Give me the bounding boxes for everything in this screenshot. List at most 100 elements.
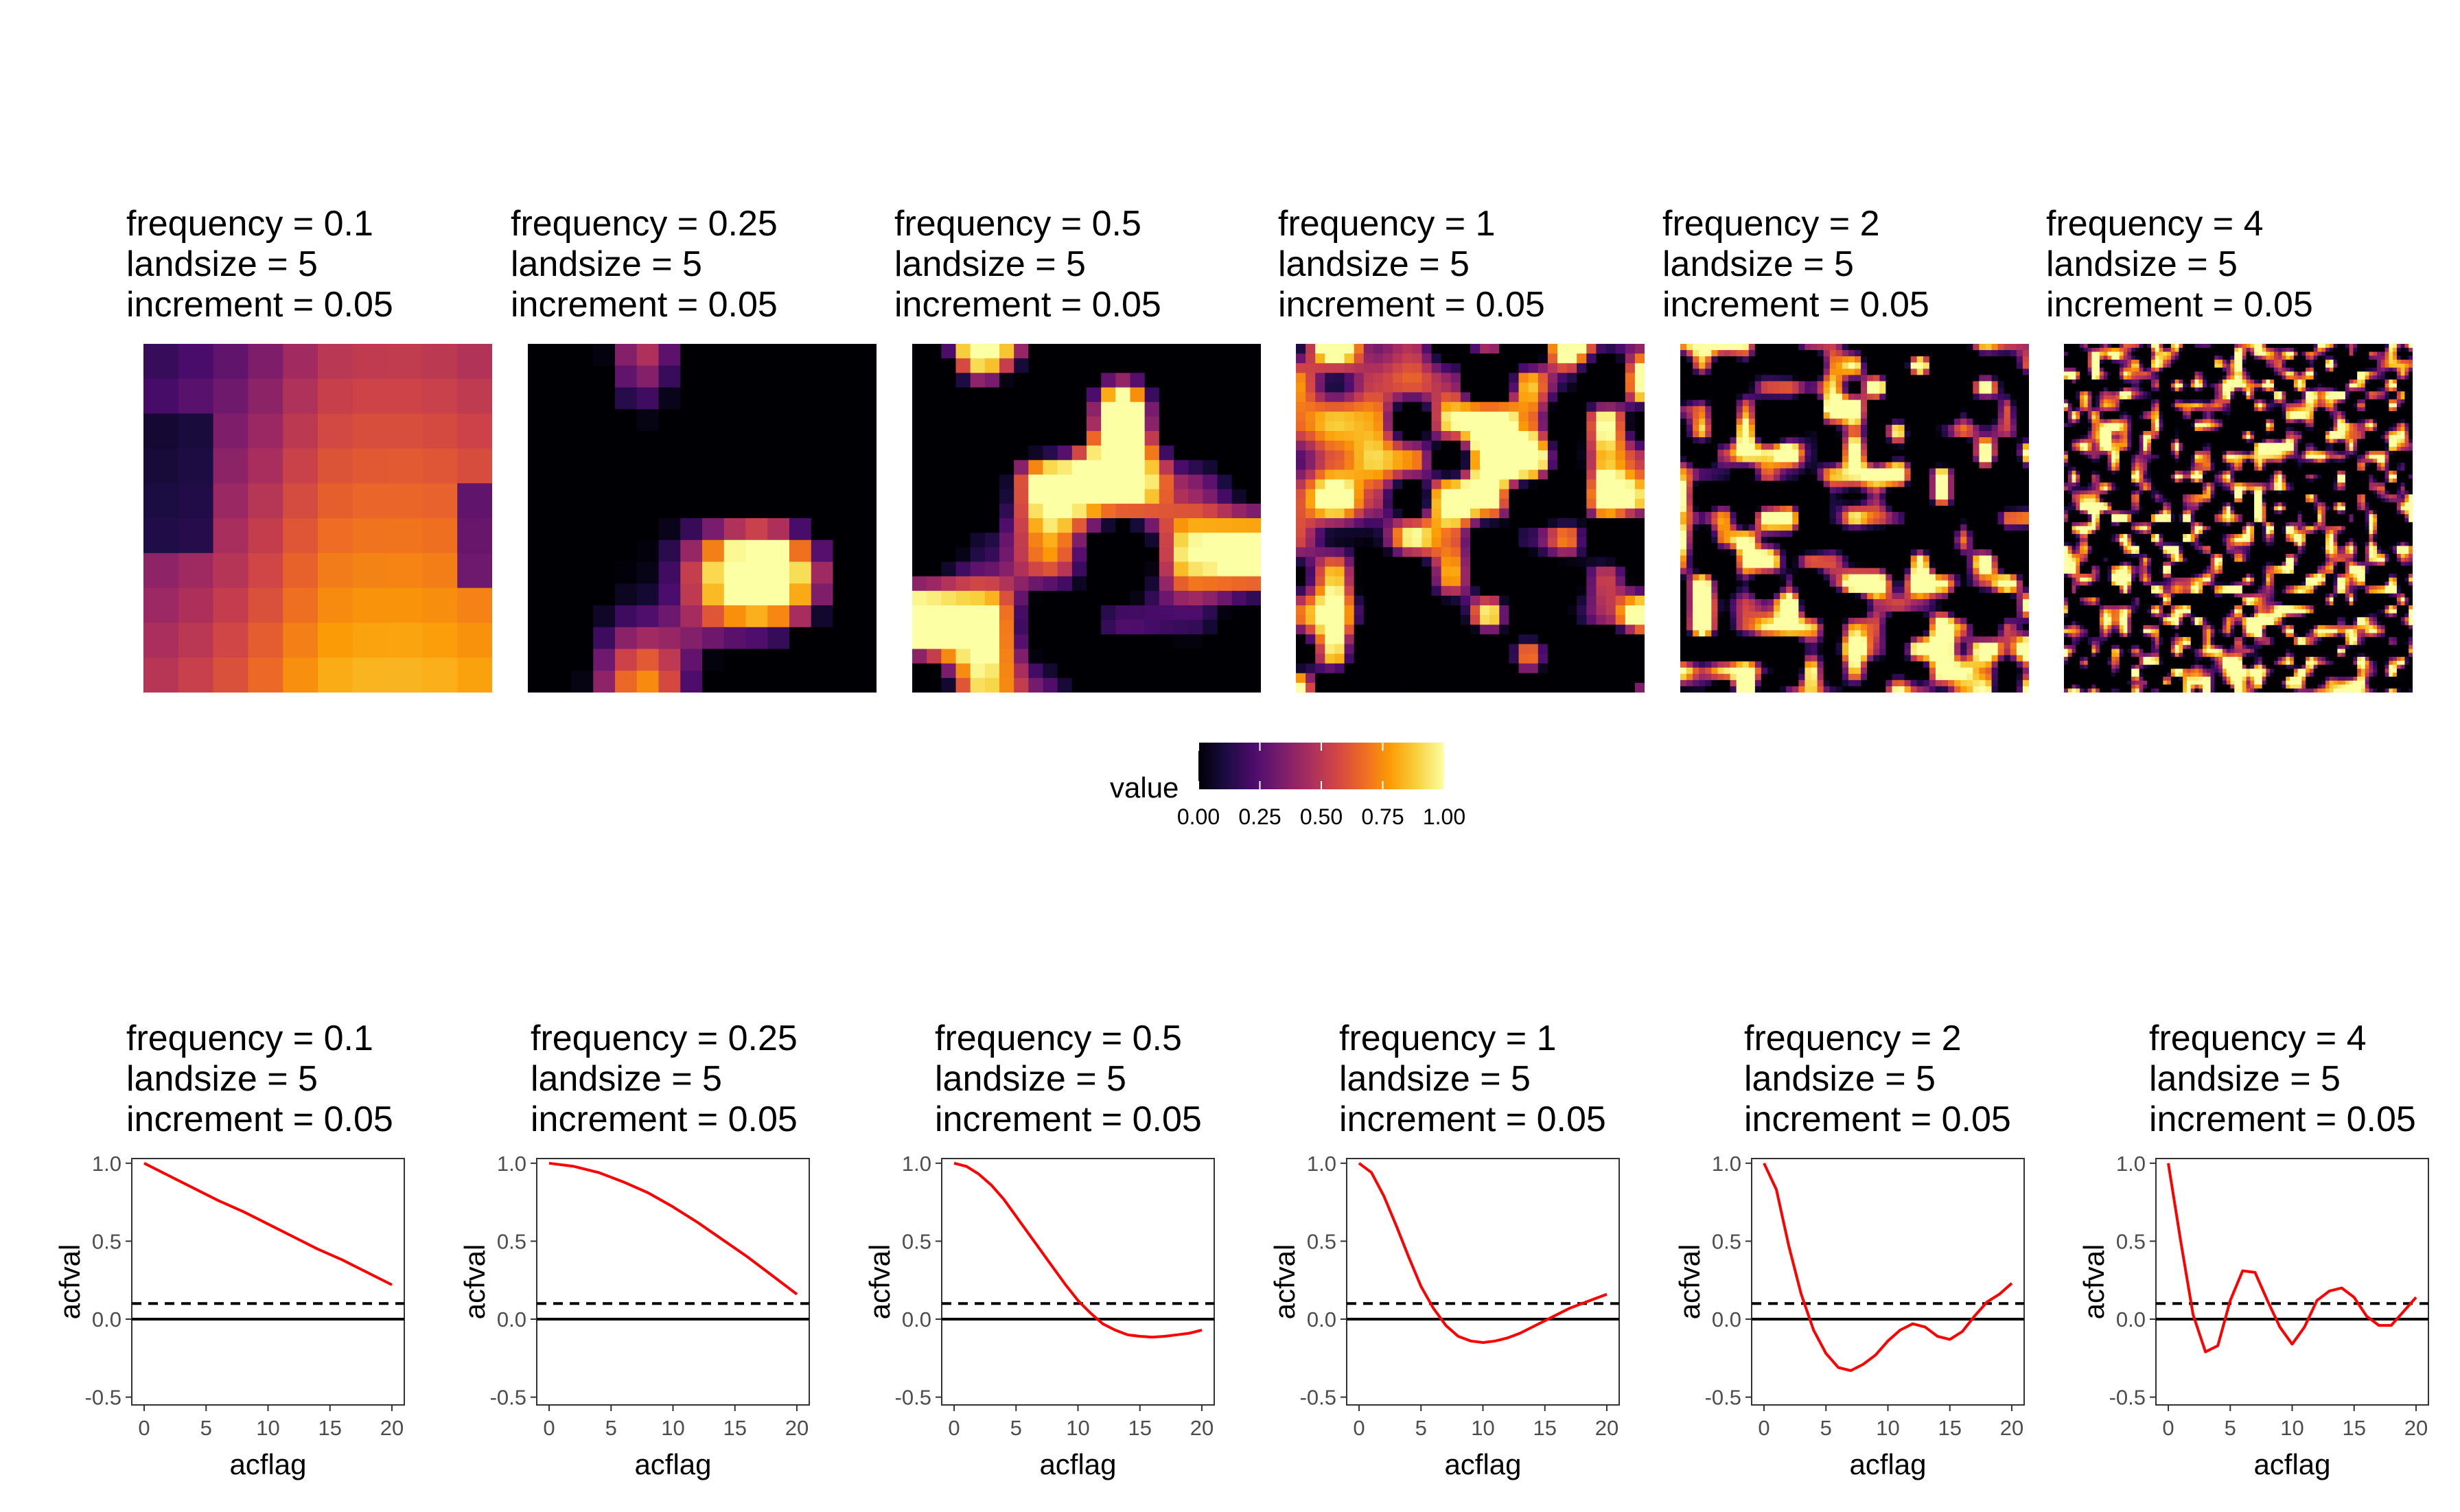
heatmap-cell: [636, 474, 660, 497]
heatmap-cell: [1879, 580, 1886, 588]
heatmap-cell: [1306, 682, 1316, 693]
heatmap-cell: [1786, 543, 1793, 550]
heatmap-cell: [1817, 555, 1824, 563]
heatmap-cell: [912, 387, 927, 403]
heatmap-cell: [1817, 630, 1824, 637]
heatmap-cell: [1625, 585, 1636, 596]
heatmap-cell: [457, 448, 492, 484]
heatmap-cell: [1567, 479, 1577, 490]
heatmap-cell: [1885, 605, 1893, 612]
heatmap-cell: [1577, 508, 1587, 519]
heatmap-cell: [1935, 369, 1942, 375]
heatmap-cell: [1823, 618, 1831, 625]
heatmap-cell: [1910, 424, 1918, 432]
heatmap-cell: [1087, 533, 1102, 548]
heatmap-cell: [1935, 543, 1942, 550]
heatmap-cell: [1823, 480, 1831, 488]
heatmap-cell: [1829, 350, 1837, 357]
panel-title-line: frequency = 1: [1278, 204, 1496, 244]
heatmap-cell: [1780, 605, 1787, 612]
heatmap-cell: [1071, 431, 1087, 446]
heatmap-cell: [1014, 460, 1029, 476]
heatmap-cell: [1596, 682, 1607, 693]
heatmap-cell: [1717, 369, 1725, 375]
heatmap-cell: [1431, 489, 1442, 500]
heatmap-cell: [1174, 431, 1189, 446]
heatmap-cell: [1231, 445, 1247, 461]
heatmap-cell: [1412, 353, 1423, 364]
heatmap-cell: [1296, 576, 1306, 587]
heatmap-cell: [1450, 344, 1461, 354]
heatmap-cell: [1306, 392, 1316, 403]
heatmap-cell: [1306, 537, 1316, 548]
heatmap-cell: [1855, 375, 1861, 382]
heatmap-cell: [811, 518, 834, 541]
heatmap-cell: [2022, 493, 2029, 500]
heatmap-cell: [1780, 561, 1787, 569]
heatmap-cell: [1717, 362, 1725, 369]
heatmap-cell: [2022, 630, 2029, 637]
heatmap-cell: [1724, 605, 1731, 612]
heatmap-cell: [1315, 625, 1325, 635]
heatmap-cell: [1315, 566, 1325, 577]
heatmap-cell: [999, 590, 1014, 606]
heatmap-cell: [1823, 612, 1831, 618]
heatmap-cell: [1835, 624, 1843, 631]
heatmap-cell: [1792, 511, 1799, 519]
heatmap-cell: [1470, 634, 1481, 645]
heatmap-cell: [1480, 373, 1490, 384]
heatmap-cell: [1705, 480, 1712, 488]
heatmap-cell: [1577, 585, 1587, 596]
heatmap-cell: [352, 344, 388, 380]
heatmap-cell: [283, 413, 318, 449]
heatmap-cell: [1742, 418, 1750, 426]
heatmap-cell: [789, 409, 812, 432]
heatmap-cell: [1705, 592, 1712, 600]
heatmap-cell: [1754, 499, 1762, 507]
heatmap-cell: [1354, 585, 1365, 596]
heatmap-cell: [1711, 505, 1719, 513]
heatmap-cell: [1979, 568, 1986, 575]
heatmap-cell: [1431, 528, 1442, 538]
heatmap-cell: [1528, 411, 1539, 422]
heatmap-cell: [1736, 375, 1743, 382]
heatmap-cell: [1904, 462, 1912, 469]
heatmap-cell: [2022, 356, 2029, 363]
heatmap-cell: [927, 474, 942, 490]
heatmap-cell: [1344, 450, 1355, 461]
heatmap-cell: [1780, 524, 1787, 531]
heatmap-cell: [1174, 460, 1189, 476]
heatmap-cell: [1509, 673, 1520, 684]
heatmap-cell: [1748, 568, 1756, 575]
heatmap-cell: [1246, 677, 1261, 693]
heatmap-cell: [1985, 605, 1993, 612]
heatmap-cell: [1780, 412, 1787, 419]
heatmap-cell: [1014, 561, 1029, 577]
heatmap-cell: [1792, 605, 1799, 612]
heatmap-cell: [970, 460, 986, 476]
heatmap-cell: [2010, 499, 2017, 507]
heatmap-cell: [1489, 528, 1500, 538]
heatmap-cell: [1792, 642, 1799, 650]
heatmap-cell: [1431, 634, 1442, 645]
heatmap-cell: [1014, 387, 1029, 403]
heatmap-cell: [1699, 543, 1706, 550]
heatmap-cell: [1805, 511, 1812, 519]
heatmap-cell: [1904, 598, 1912, 606]
heatmap-cell: [2004, 624, 2011, 631]
heatmap-cell: [1829, 480, 1837, 488]
heatmap-cell: [1985, 350, 1993, 357]
heatmap-raster: [528, 344, 877, 693]
heatmap-cell: [745, 365, 768, 388]
heatmap-cell: [1344, 682, 1355, 693]
heatmap-cell: [1680, 549, 1687, 557]
heatmap-cell: [1547, 469, 1558, 480]
heatmap-cell: [1402, 421, 1413, 432]
heatmap-cell: [1748, 399, 1756, 407]
heatmap-cell: [1823, 592, 1831, 600]
heatmap-cell: [1373, 644, 1384, 655]
heatmap-cell: [1835, 375, 1843, 382]
heatmap-cell: [1557, 382, 1568, 393]
heatmap-cell: [1057, 576, 1073, 592]
